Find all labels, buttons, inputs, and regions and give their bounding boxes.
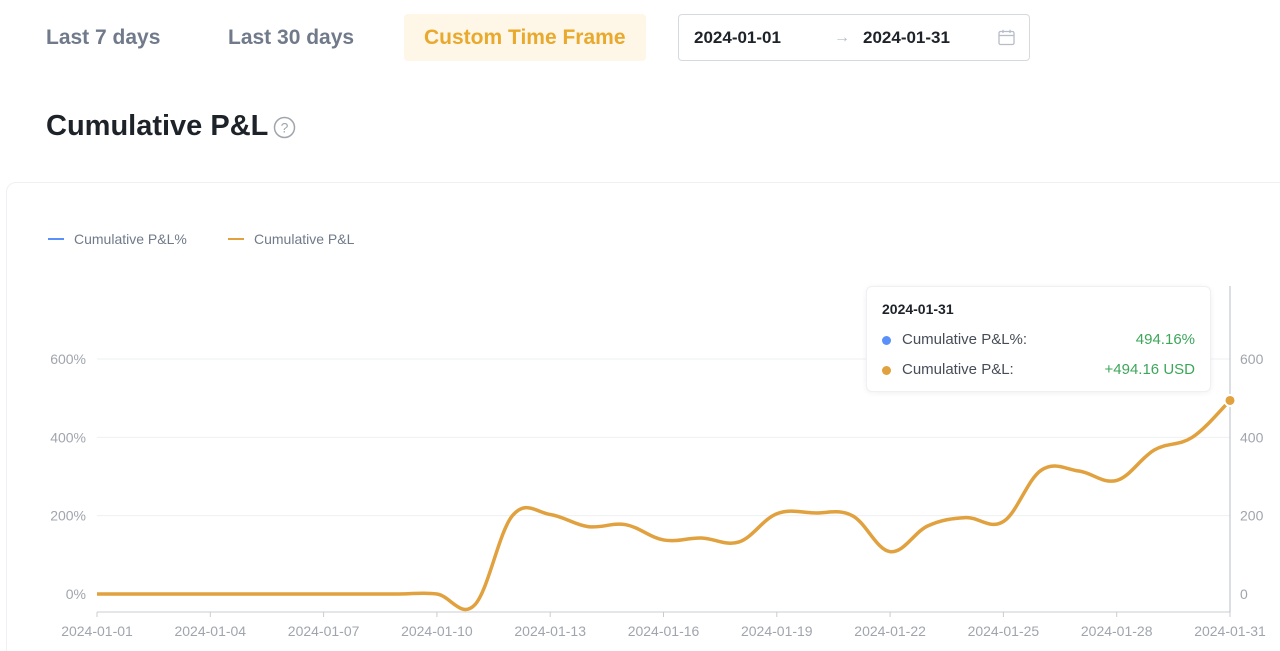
x-tick-label: 2024-01-04 [174,623,246,639]
tooltip-dot-pnl-percent [882,336,891,345]
x-tick-label: 2024-01-07 [288,623,360,639]
start-date-input[interactable]: 2024-01-01 [694,28,781,47]
x-tick-label: 2024-01-13 [514,623,586,639]
series-line-pnl [97,399,1232,612]
x-tick-label: 2024-01-22 [854,623,926,639]
x-tick-label: 2024-01-01 [61,623,133,639]
tooltip-row-pnl-percent: Cumulative P&L%: 494.16% [882,330,1195,350]
x-tick-label: 2024-01-19 [741,623,813,639]
x-tick-label: 2024-01-16 [628,623,700,639]
y-right-tick-label: 0 [1240,586,1248,602]
tooltip-row-pnl: Cumulative P&L: +494.16 USD [882,360,1195,380]
tooltip-value: 494.16% [1135,331,1195,348]
tab-last-30-days[interactable]: Last 30 days [228,26,355,49]
tab-custom-time-frame[interactable]: Custom Time Frame [404,14,646,61]
legend-label: Cumulative P&L% [74,231,187,247]
help-icon[interactable]: ? [273,116,296,139]
calendar-icon[interactable] [998,29,1015,46]
page-title: Cumulative P&L [46,110,269,142]
end-date-input[interactable]: 2024-01-31 [863,28,950,47]
range-arrow-icon: → [834,29,850,46]
hover-point [1225,395,1235,405]
chart-tooltip: 2024-01-31 Cumulative P&L%: 494.16% Cumu… [866,286,1211,392]
x-tick-label: 2024-01-10 [401,623,473,639]
tooltip-value: +494.16 USD [1104,361,1195,378]
tab-last-7-days[interactable]: Last 7 days [46,26,161,49]
y-left-tick-label: 0% [66,586,86,602]
x-tick-label: 2024-01-31 [1194,623,1266,639]
chart-card [6,182,1280,651]
y-right-tick-label: 400 [1240,429,1264,445]
legend-label: Cumulative P&L [254,231,355,247]
y-left-tick-label: 600% [50,351,86,367]
x-tick-label: 2024-01-25 [968,623,1040,639]
tooltip-date: 2024-01-31 [882,301,954,317]
date-range-picker[interactable]: 2024-01-01 → 2024-01-31 [678,14,1030,61]
tooltip-label: Cumulative P&L: [902,361,1014,378]
y-left-tick-label: 200% [50,508,86,524]
y-left-tick-label: 400% [50,429,86,445]
y-right-tick-label: 600 [1240,351,1264,367]
legend-swatch-pnl-percent [48,238,64,240]
x-tick-label: 2024-01-28 [1081,623,1153,639]
svg-text:?: ? [281,120,289,136]
time-frame-tabs: Last 7 days Last 30 days Custom Time Fra… [0,14,1280,62]
tooltip-label: Cumulative P&L%: [902,331,1028,348]
tooltip-dot-pnl [882,366,891,375]
legend-swatch-pnl [228,238,244,240]
y-right-tick-label: 200 [1240,508,1264,524]
